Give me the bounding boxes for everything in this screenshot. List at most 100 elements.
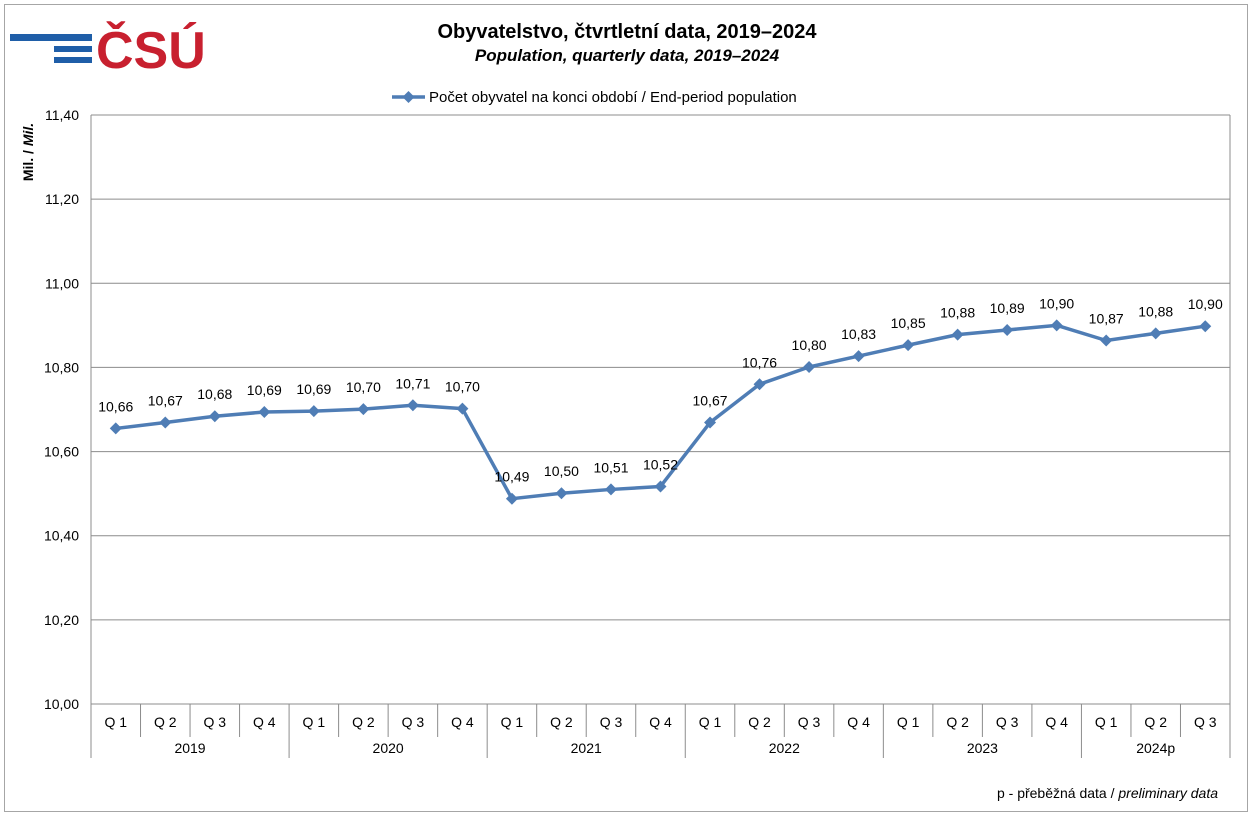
y-tick-label: 11,20 — [45, 191, 79, 207]
x-tick-label: Q 4 — [1045, 714, 1068, 730]
year-label: 2024p — [1136, 740, 1175, 756]
x-tick-label: Q 3 — [402, 714, 425, 730]
data-point — [1149, 327, 1162, 340]
chart-title: Obyvatelstvo, čtvrtletní data, 2019–2024 — [437, 21, 817, 43]
data-label: 10,50 — [544, 463, 579, 479]
y-tick-label: 10,00 — [44, 696, 79, 712]
data-label: 10,52 — [643, 456, 678, 472]
y-axis-label-italic: Mil. — [20, 123, 36, 146]
x-tick-label: Q 2 — [1144, 714, 1167, 730]
data-label: 10,83 — [841, 326, 876, 342]
data-label: 10,88 — [940, 305, 975, 321]
y-axis-label: Mil. / Mil. — [20, 123, 36, 181]
chart-subtitle: Population, quarterly data, 2019–2024 — [474, 46, 780, 65]
data-label: 10,69 — [247, 382, 282, 398]
x-tick-label: Q 1 — [303, 714, 326, 730]
x-tick-label: Q 3 — [996, 714, 1019, 730]
y-tick-label: 11,40 — [45, 107, 79, 123]
year-label: 2021 — [571, 740, 602, 756]
data-label: 10,70 — [346, 379, 381, 395]
data-label: 10,51 — [593, 459, 628, 475]
logo-text: ČSÚ — [96, 21, 206, 72]
footnote: p - přeběžná data / preliminary data — [997, 785, 1218, 801]
data-point — [1050, 319, 1063, 332]
data-point — [208, 410, 221, 423]
data-point — [1199, 320, 1212, 333]
data-label: 10,90 — [1039, 295, 1074, 311]
legend-label: Počet obyvatel na konci období / End-per… — [429, 89, 797, 106]
data-label: 10,90 — [1188, 296, 1223, 312]
csu-logo: ČSÚ — [10, 21, 206, 72]
data-label: 10,49 — [494, 469, 529, 485]
data-label: 10,76 — [742, 354, 777, 370]
logo-stripe — [10, 34, 92, 41]
x-tick-label: Q 3 — [204, 714, 227, 730]
x-tick-label: Q 1 — [501, 714, 524, 730]
footnote-text: p - přeběžná data / — [996, 785, 1119, 801]
data-point — [1001, 323, 1014, 336]
data-point — [604, 483, 617, 496]
data-point — [406, 399, 419, 412]
x-tick-label: Q 1 — [897, 714, 920, 730]
y-axis-label-text: Mil. / — [20, 146, 36, 181]
data-point — [803, 361, 816, 374]
y-tick-label: 10,60 — [44, 444, 79, 460]
x-tick-label: Q 3 — [1194, 714, 1217, 730]
data-point — [902, 339, 915, 352]
year-label: 2019 — [174, 740, 205, 756]
x-tick-label: Q 2 — [154, 714, 177, 730]
data-point — [456, 402, 469, 415]
data-label: 10,67 — [692, 393, 727, 409]
data-label: 10,87 — [1089, 311, 1124, 327]
data-point — [555, 487, 568, 500]
y-tick-label: 10,40 — [44, 528, 79, 544]
logo-stripe — [54, 57, 92, 63]
x-tick-label: Q 3 — [798, 714, 821, 730]
data-point — [258, 406, 271, 419]
y-tick-label: 10,20 — [44, 612, 79, 628]
data-label: 10,88 — [1138, 303, 1173, 319]
data-point — [505, 492, 518, 505]
x-tick-label: Q 4 — [253, 714, 276, 730]
data-label: 10,80 — [792, 337, 827, 353]
x-tick-label: Q 4 — [451, 714, 474, 730]
data-label: 10,89 — [990, 300, 1025, 316]
data-point — [951, 328, 964, 341]
data-label: 10,70 — [445, 379, 480, 395]
data-point — [307, 405, 320, 418]
data-point — [852, 350, 865, 363]
data-point — [159, 416, 172, 429]
logo-stripe — [54, 46, 92, 52]
data-label: 10,85 — [891, 315, 926, 331]
legend-marker — [402, 91, 415, 103]
x-tick-label: Q 4 — [847, 714, 870, 730]
x-tick-label: Q 1 — [699, 714, 722, 730]
x-tick-label: Q 4 — [649, 714, 672, 730]
data-label: 10,67 — [148, 393, 183, 409]
data-label: 10,71 — [395, 375, 430, 391]
year-label: 2020 — [373, 740, 404, 756]
x-tick-label: Q 2 — [748, 714, 771, 730]
y-tick-label: 11,00 — [45, 275, 79, 291]
series-line — [115, 323, 1206, 501]
data-point — [654, 480, 667, 493]
year-label: 2022 — [769, 740, 800, 756]
data-point — [753, 378, 766, 391]
footnote-italic: preliminary data — [1118, 785, 1218, 801]
y-tick-label: 10,80 — [44, 359, 79, 375]
x-tick-label: Q 3 — [600, 714, 623, 730]
data-point — [357, 403, 370, 416]
x-tick-label: Q 2 — [946, 714, 969, 730]
x-tick-label: Q 2 — [550, 714, 573, 730]
x-tick-label: Q 2 — [352, 714, 375, 730]
data-point — [704, 416, 717, 429]
x-tick-label: Q 1 — [1095, 714, 1118, 730]
data-label: 10,66 — [98, 398, 133, 414]
data-point — [1100, 334, 1113, 347]
data-point — [109, 422, 122, 435]
chart-frame — [4, 4, 1248, 812]
x-tick-label: Q 1 — [104, 714, 127, 730]
data-label: 10,69 — [296, 381, 331, 397]
data-label: 10,68 — [197, 386, 232, 402]
